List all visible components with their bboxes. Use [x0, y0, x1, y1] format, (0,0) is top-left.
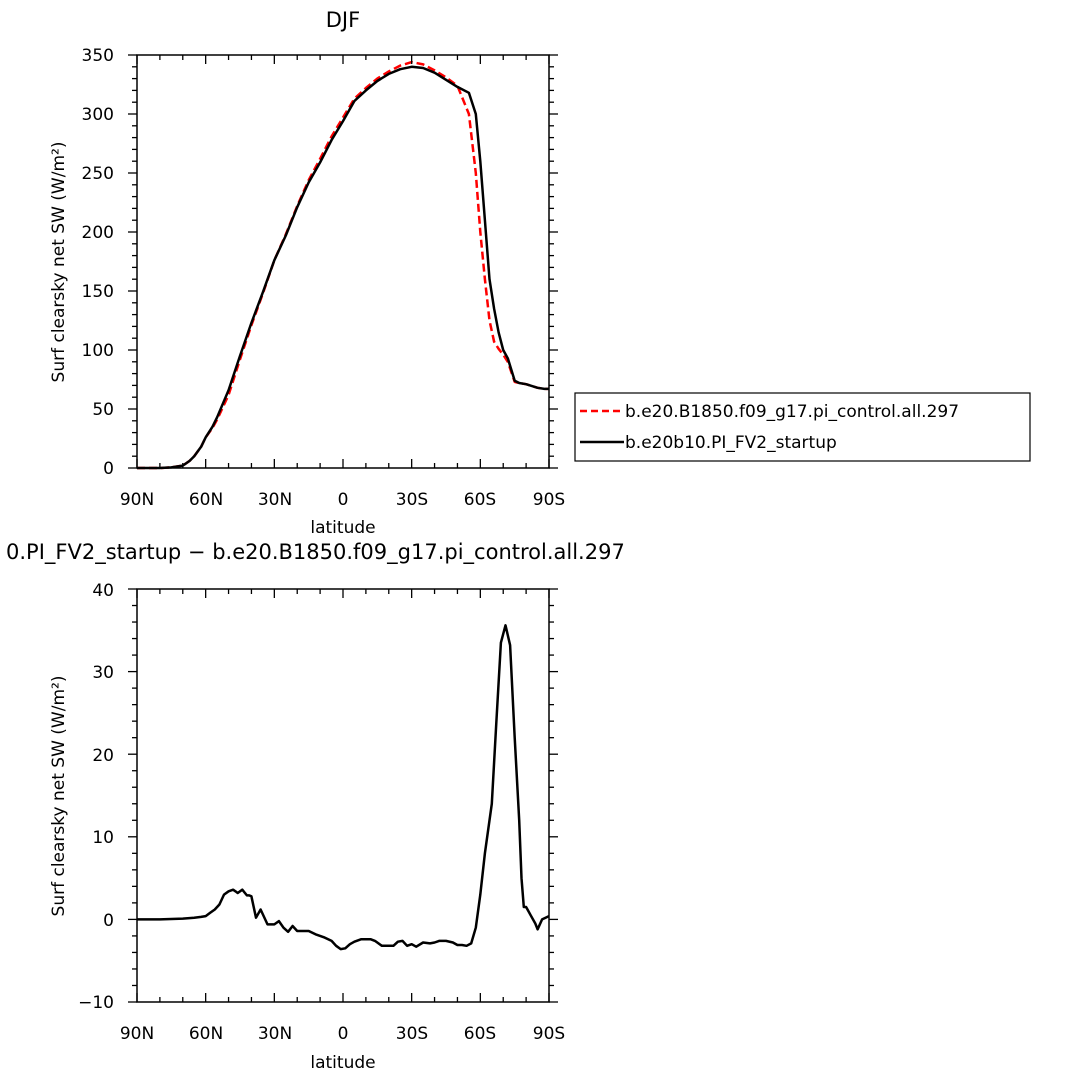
top-y-tick-label: 200 [82, 223, 114, 243]
bottom-x-tick-label: 90N [120, 1024, 154, 1044]
bottom-x-axis-label: latitude [310, 1053, 375, 1073]
bottom-plot-frame [136, 588, 550, 1003]
legend: b.e20.B1850.f09_g17.pi_control.all.297 b… [574, 392, 1031, 462]
top-x-tick-label: 30S [396, 490, 428, 510]
bottom-x-tick-label: 0 [338, 1024, 349, 1044]
legend-label: b.e20.B1850.f09_g17.pi_control.all.297 [625, 402, 959, 422]
top-x-tick-label: 0 [338, 490, 349, 510]
top-chart-title: DJF [326, 8, 360, 32]
bottom-series-line-0 [137, 624, 550, 951]
bottom-y-axis-label: Surf clearsky net SW (W/m²) [49, 676, 69, 917]
bottom-x-tick-label: 30N [258, 1024, 292, 1044]
bottom-y-tick-label: 0 [103, 911, 114, 931]
top-x-axis-label: latitude [310, 518, 375, 538]
top-y-tick-label: 300 [82, 105, 114, 125]
top-y-tick-label: 350 [82, 46, 114, 66]
bottom-panel: 0.PI_FV2_startup − b.e20.B1850.f09_g17.p… [6, 540, 625, 1073]
bottom-x-tick-labels: 90N 60N 30N 0 30S 60S 90S [120, 1024, 565, 1044]
top-y-tick-label: 0 [103, 459, 114, 479]
legend-box [574, 392, 1031, 462]
top-x-tick-label: 90S [533, 490, 565, 510]
bottom-x-tick-label: 60S [464, 1024, 496, 1044]
bottom-x-tick-label: 60N [189, 1024, 223, 1044]
bottom-y-tick-label: −10 [78, 993, 114, 1013]
top-x-tick-label: 60N [189, 490, 223, 510]
top-x-tick-label: 90N [120, 490, 154, 510]
top-x-tick-label: 60S [464, 490, 496, 510]
bottom-y-tick-label: 10 [92, 828, 114, 848]
top-y-tick-labels: 0 50 100 150 200 250 300 350 [82, 46, 114, 479]
legend-label: b.e20b10.PI_FV2_startup [625, 433, 837, 453]
top-x-tick-label: 30N [258, 490, 292, 510]
bottom-y-tick-label: 20 [92, 746, 114, 766]
top-y-tick-label: 100 [82, 341, 114, 361]
top-y-tick-label: 150 [82, 282, 114, 302]
top-series-line-1 [137, 65, 549, 470]
top-x-tick-labels: 90N 60N 30N 0 30S 60S 90S [120, 490, 565, 510]
bottom-x-tick-label: 90S [533, 1024, 565, 1044]
bottom-x-tick-label: 30S [396, 1024, 428, 1044]
bottom-chart-title: 0.PI_FV2_startup − b.e20.B1850.f09_g17.p… [6, 540, 625, 565]
bottom-y-tick-label: 40 [92, 581, 114, 601]
top-y-axis-label: Surf clearsky net SW (W/m²) [49, 142, 69, 383]
top-y-tick-label: 250 [82, 164, 114, 184]
bottom-y-tick-label: 30 [92, 663, 114, 683]
bottom-y-tick-labels: −10 0 10 20 30 40 [78, 581, 114, 1013]
top-y-tick-label: 50 [92, 400, 114, 420]
top-panel: DJF 90N 60N 30N 0 30S 60S 90S 0 50 100 1… [49, 8, 565, 538]
